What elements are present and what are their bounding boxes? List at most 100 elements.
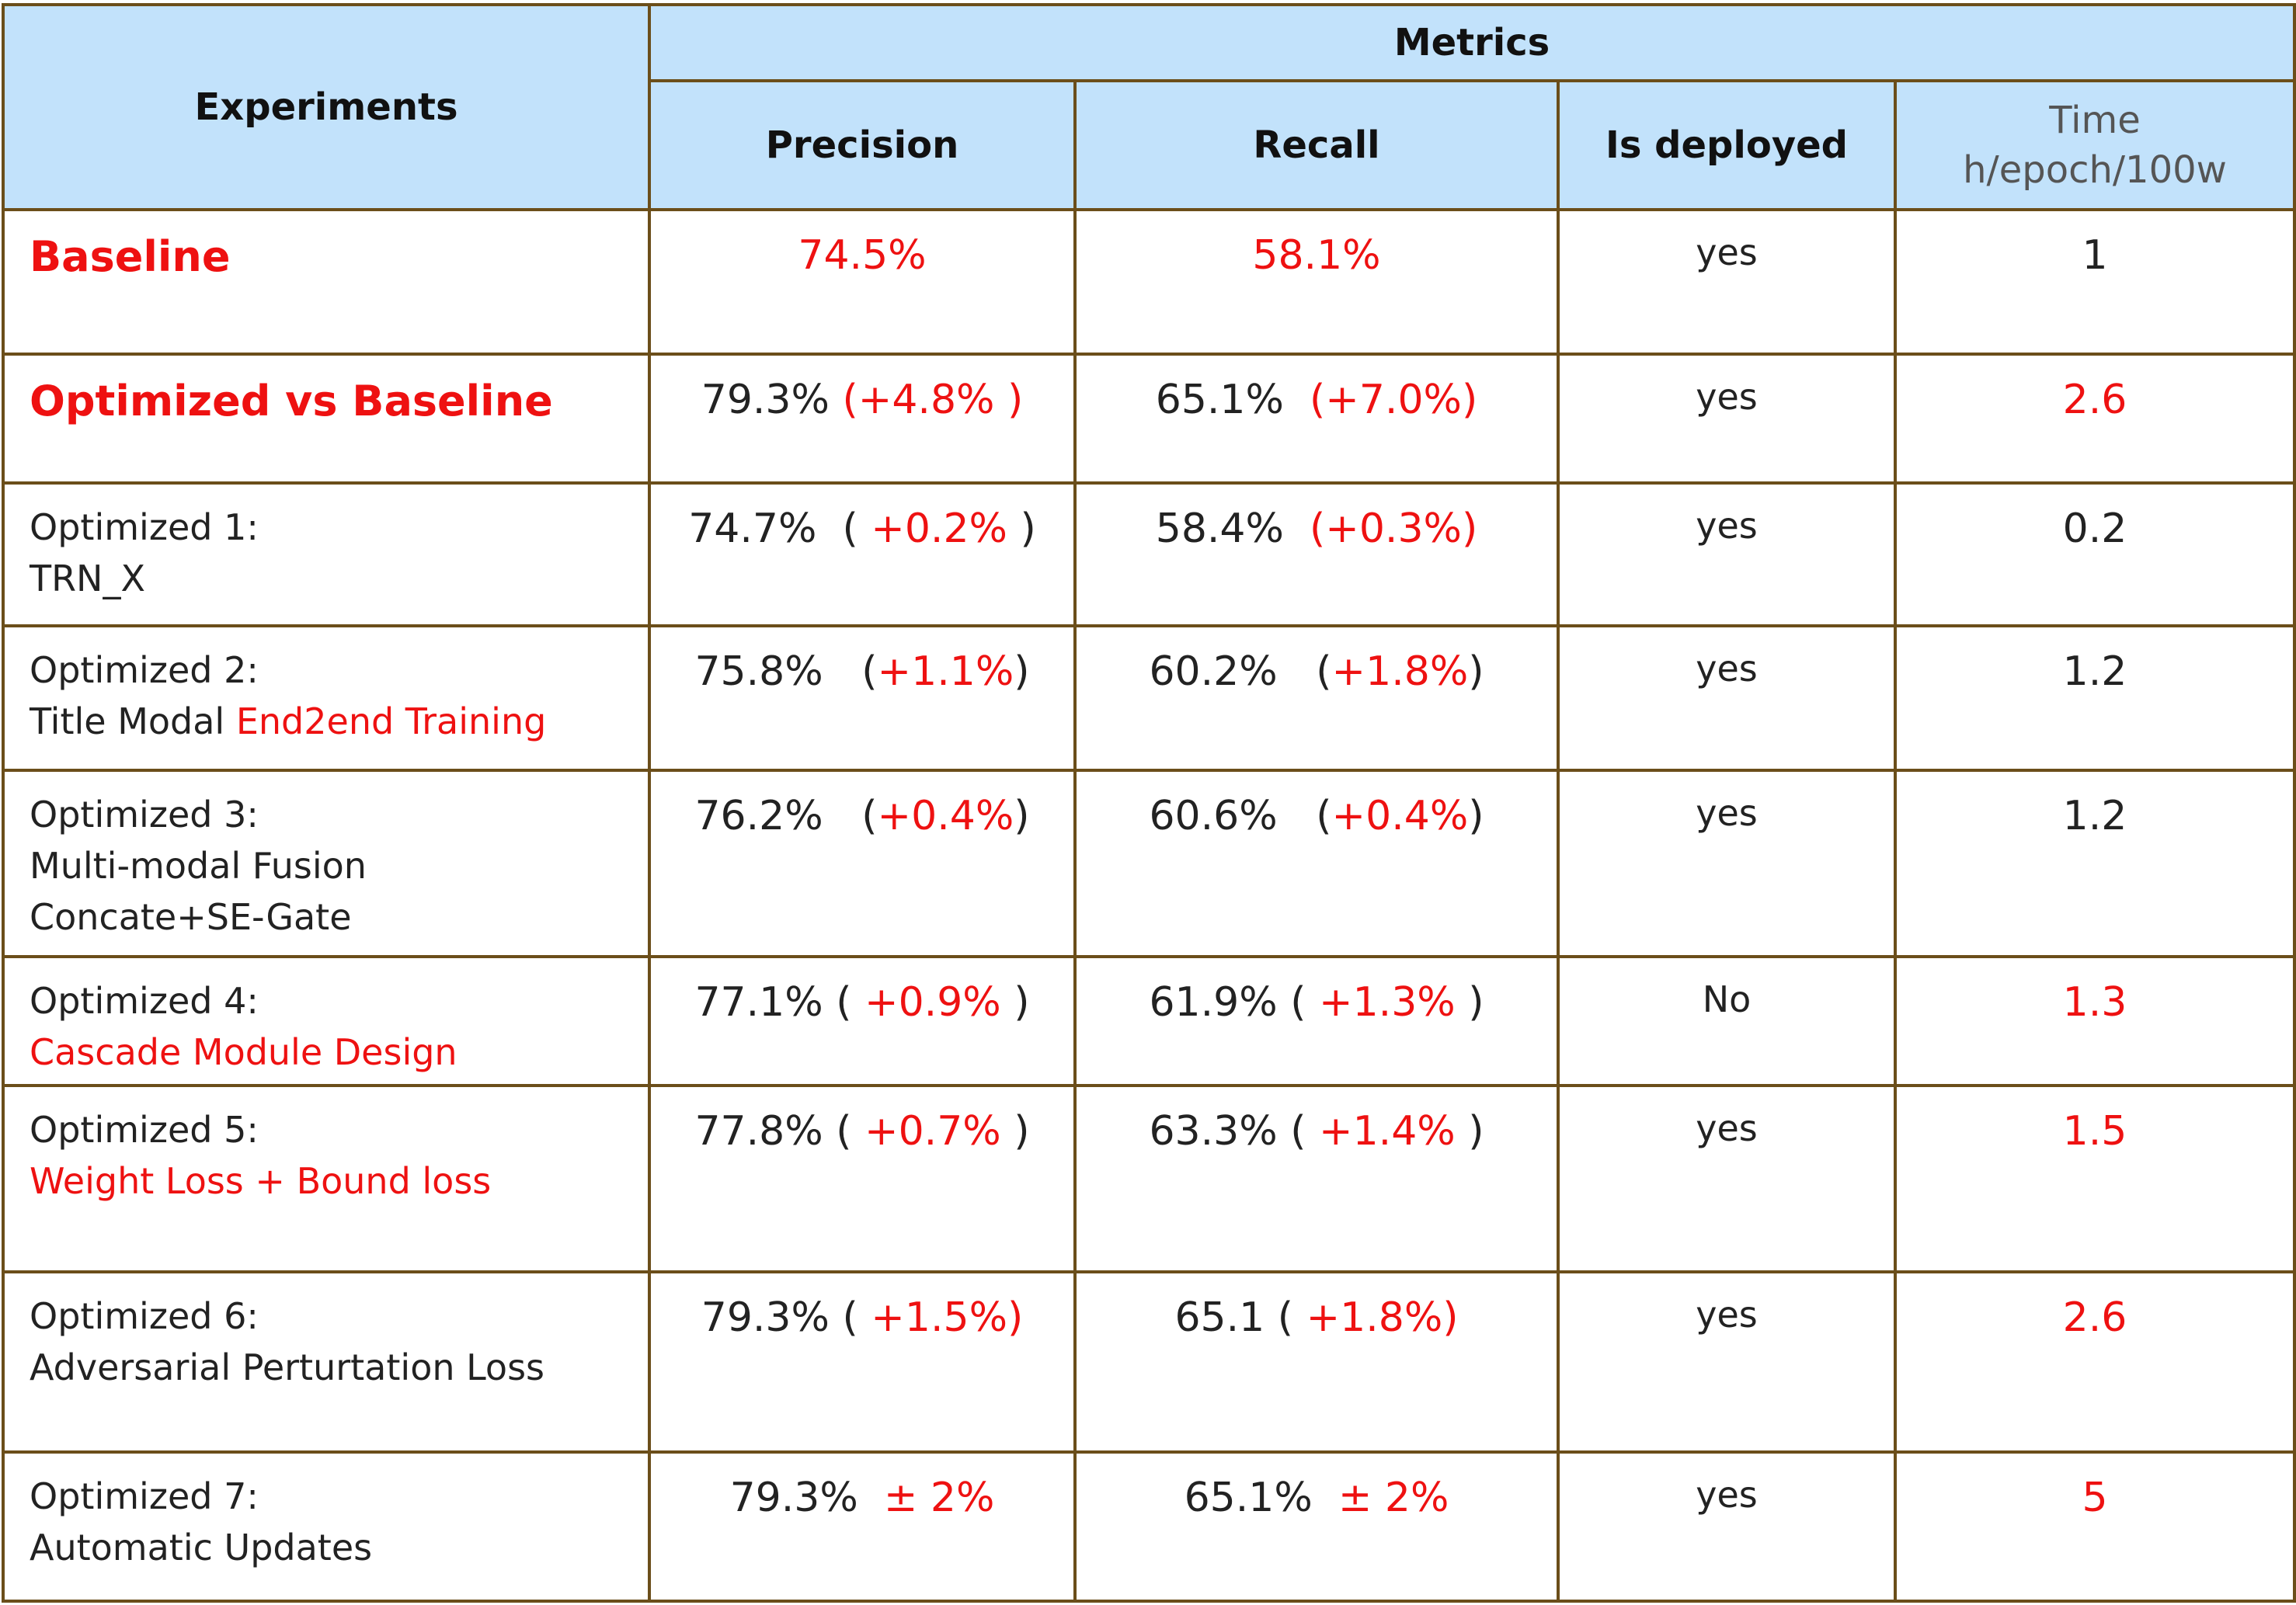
metric-value: 79.3% — [729, 1475, 884, 1521]
metric-paren-close: ) — [1468, 793, 1484, 839]
metrics-header: Metrics — [647, 3, 2296, 82]
precision-cell: 76.2% (+0.4%) — [648, 769, 1077, 958]
metric-delta: +1.1% — [877, 648, 1014, 695]
table-row: Optimized 2: Title Modal End2end Training… — [2, 624, 2296, 772]
experiment-cell: Optimized vs Baseline — [2, 353, 651, 485]
time-cell: 1.3 — [1893, 955, 2296, 1087]
time-cell: 2.6 — [1893, 353, 2296, 485]
metric-value: 75.8% — [694, 648, 862, 695]
header-row-1: Experiments Metrics — [2, 3, 2296, 211]
experiment-cell: Optimized 6: Adversarial Perturtation Los… — [2, 1270, 651, 1454]
metric-value: 77.8% — [694, 1108, 837, 1155]
experiment-desc: Automatic Updates — [30, 1527, 373, 1569]
deployed-cell: No — [1557, 955, 1897, 1087]
recall-cell: 65.1 ( +1.8%) — [1073, 1270, 1560, 1454]
metric-delta: (+4.8% ) — [842, 377, 1024, 423]
metric-paren-close: ) — [1014, 648, 1030, 695]
deployed-cell: yes — [1557, 624, 1897, 772]
metric-paren-close: ) — [1455, 1108, 1484, 1155]
metric-value: 60.6% — [1149, 793, 1317, 839]
experiment-desc: Multi-modal Fusion — [30, 845, 367, 887]
metric-value: 58.1% — [1252, 232, 1381, 279]
metric-value: 74.7% — [688, 505, 843, 552]
metric-paren-open: ( — [861, 793, 878, 839]
deployed-header: Is deployed — [1557, 79, 1897, 211]
metric-paren-open: ( — [842, 505, 871, 552]
deployed-cell: yes — [1557, 208, 1897, 356]
experiment-desc-highlight: End2end Training — [235, 700, 547, 742]
metric-paren-close: ) — [1000, 979, 1030, 1026]
experiment-cell: Optimized 7: Automatic Updates — [2, 1450, 651, 1603]
deployed-cell: yes — [1557, 353, 1897, 485]
experiment-desc-highlight: Cascade Module Design — [30, 1031, 457, 1073]
experiment-cell: Optimized 5: Weight Loss + Bound loss — [2, 1084, 651, 1273]
precision-cell: 77.8% ( +0.7% ) — [648, 1084, 1077, 1273]
time-cell: 1.2 — [1893, 624, 2296, 772]
experiments-header: Experiments — [2, 3, 651, 211]
time-cell: 1.2 — [1893, 769, 2296, 958]
table-row: Optimized 5: Weight Loss + Bound loss 77.8… — [2, 1084, 2296, 1273]
metric-value: 63.3% — [1149, 1108, 1291, 1155]
time-header-line2: h/epoch/100w — [1963, 148, 2227, 192]
metric-delta: +0.9% — [864, 979, 1001, 1026]
metric-delta: +1.5%) — [871, 1294, 1024, 1341]
metric-paren-open: ( — [836, 1108, 865, 1155]
recall-cell: 60.6% (+0.4%) — [1073, 769, 1560, 958]
experiment-name: Optimized 2: — [30, 649, 259, 691]
deployed-cell: yes — [1557, 481, 1897, 627]
experiment-desc-highlight: Weight Loss + Bound loss — [30, 1160, 492, 1202]
experiment-desc: Adversarial Perturtation Loss — [30, 1346, 545, 1388]
deployed-cell: yes — [1557, 1270, 1897, 1454]
metric-delta: ± 2% — [1338, 1475, 1449, 1521]
metric-delta: +1.8% — [1331, 648, 1469, 695]
experiment-cell: Optimized 2: Title Modal End2end Training — [2, 624, 651, 772]
precision-cell: 75.8% (+1.1%) — [648, 624, 1077, 772]
header-row-2: Precision Recall Is deployed Time h/epoc… — [3, 79, 2296, 211]
precision-cell: 74.5% — [648, 208, 1077, 356]
metric-delta: +0.2% — [871, 505, 1007, 552]
metric-paren-close: ) — [1468, 648, 1484, 695]
recall-cell: 58.1% — [1073, 208, 1560, 356]
recall-cell: 65.1% (+7.0%) — [1073, 353, 1560, 485]
metric-value: 79.3% — [701, 1294, 843, 1341]
deployed-cell: yes — [1557, 1450, 1897, 1603]
time-cell: 1.5 — [1893, 1084, 2296, 1273]
precision-cell: 79.3% ( +1.5%) — [648, 1270, 1077, 1454]
experiment-name: Optimized 3: — [30, 794, 259, 836]
metric-delta: (+0.3%) — [1309, 505, 1478, 552]
time-cell: 5 — [1893, 1450, 2296, 1603]
experiment-cell: Optimized 3: Multi-modal Fusion Concate+SE… — [2, 769, 651, 958]
metric-value: 79.3% — [701, 377, 843, 423]
time-header: Time h/epoch/100w — [1893, 79, 2296, 211]
experiment-name: Baseline — [30, 232, 231, 281]
recall-cell: 61.9% ( +1.3% ) — [1073, 955, 1560, 1087]
metric-paren-close: ) — [1455, 979, 1484, 1026]
metric-delta: +0.4% — [1331, 793, 1469, 839]
metric-value: 60.2% — [1149, 648, 1317, 695]
table-row: Baseline 74.5% 58.1% yes 1 — [2, 208, 2296, 356]
metric-delta: +0.4% — [877, 793, 1014, 839]
metric-delta: +0.7% — [864, 1108, 1001, 1155]
metric-value: 58.4% — [1155, 505, 1310, 552]
experiment-cell: Optimized 4: Cascade Module Design — [2, 955, 651, 1087]
time-cell: 1 — [1893, 208, 2296, 356]
deployed-cell: yes — [1557, 1084, 1897, 1273]
metric-paren-close: ) — [1014, 793, 1030, 839]
precision-header: Precision — [648, 79, 1077, 211]
metric-paren-open: ( — [842, 1294, 871, 1341]
experiment-cell: Optimized 1: TRN_X — [2, 481, 651, 627]
time-cell: 2.6 — [1893, 1270, 2296, 1454]
experiment-name: Optimized 4: — [30, 980, 259, 1022]
metric-paren-close: ) — [1000, 1108, 1030, 1155]
precision-cell: 79.3% ± 2% — [648, 1450, 1077, 1603]
metric-paren-close: ) — [1007, 505, 1036, 552]
table-row: Optimized 7: Automatic Updates 79.3% ± 2% 6… — [2, 1450, 2296, 1603]
experiment-name: Optimized 1: — [30, 506, 259, 548]
recall-cell: 63.3% ( +1.4% ) — [1073, 1084, 1560, 1273]
experiment-desc-line3: Concate+SE-Gate — [30, 896, 352, 938]
experiment-name: Optimized 6: — [30, 1295, 259, 1337]
metric-delta: +1.4% — [1319, 1108, 1456, 1155]
precision-cell: 77.1% ( +0.9% ) — [648, 955, 1077, 1087]
recall-cell: 58.4% (+0.3%) — [1073, 481, 1560, 627]
